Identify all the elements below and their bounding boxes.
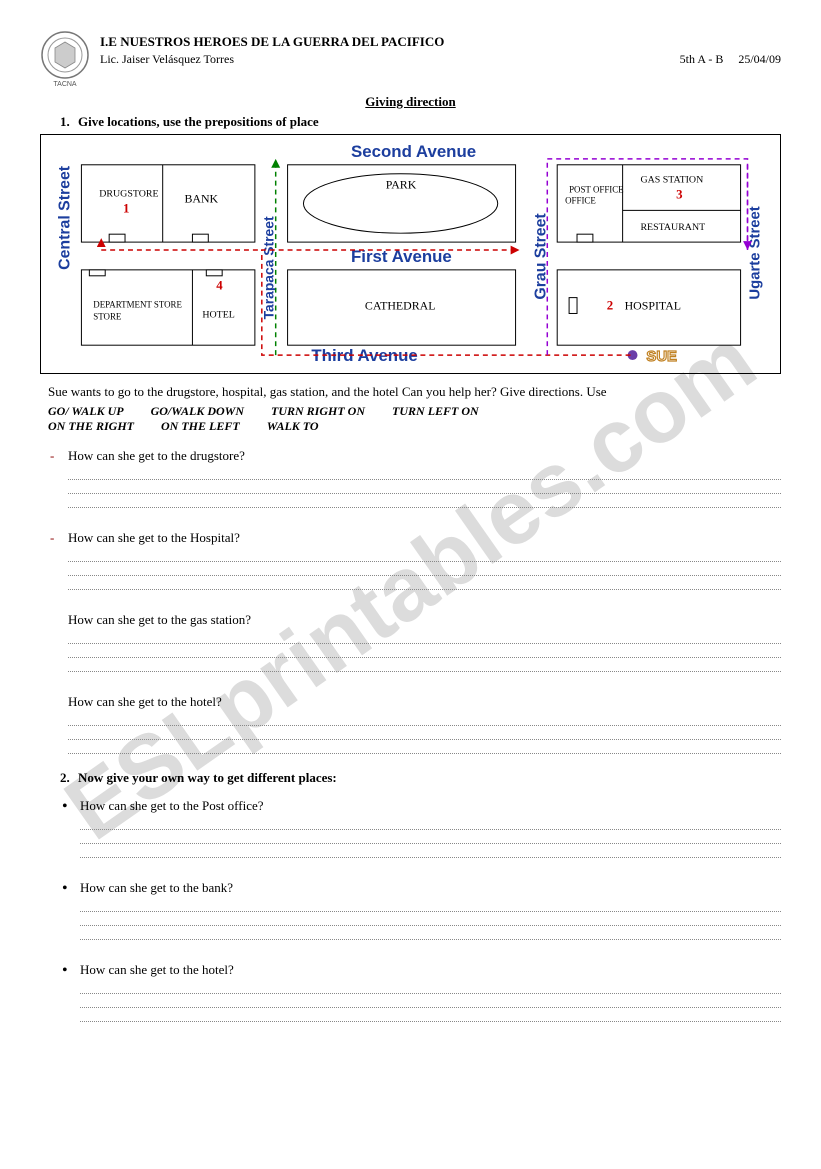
second-avenue-label: Second Avenue [351, 142, 476, 161]
q1-hotel: How can she get to the hotel? [68, 694, 781, 754]
svg-text:HOTEL: HOTEL [202, 309, 234, 320]
svg-text:DEPARTMENT STORE: DEPARTMENT STORE [93, 300, 182, 310]
svg-text:BANK: BANK [185, 191, 219, 205]
svg-text:STORE: STORE [93, 311, 121, 321]
phrases: GO/ WALK UP GO/WALK DOWN TURN RIGHT ON T… [48, 404, 773, 434]
map: Second Avenue First Avenue Third Avenue … [40, 134, 781, 374]
svg-text:1: 1 [123, 201, 129, 215]
svg-text:HOSPITAL: HOSPITAL [625, 299, 681, 313]
svg-text:TACNA: TACNA [53, 81, 77, 88]
class-label: 5th A - B [680, 52, 724, 66]
svg-text:RESTAURANT: RESTAURANT [640, 222, 705, 233]
sue-label: SUE [646, 349, 677, 365]
q2-postoffice: How can she get to the Post office? [80, 798, 781, 858]
svg-text:2: 2 [607, 299, 613, 313]
date-label: 25/04/09 [738, 52, 781, 66]
svg-text:GAS STATION: GAS STATION [640, 175, 703, 186]
q2-hotel: How can she get to the hotel? [80, 962, 781, 1022]
map-svg: Second Avenue First Avenue Third Avenue … [51, 141, 770, 367]
q1-gasstation: How can she get to the gas station? [68, 612, 781, 672]
q1-hospital: - How can she get to the Hospital? [68, 530, 781, 590]
instructions: Sue wants to go to the drugstore, hospit… [48, 384, 773, 400]
svg-text:POST OFFICE: POST OFFICE [569, 185, 624, 195]
svg-text:PARK: PARK [386, 178, 417, 192]
school-logo: TACNA [40, 30, 90, 90]
svg-text:CATHEDRAL: CATHEDRAL [365, 299, 436, 313]
central-street-label: Central Street [57, 165, 74, 270]
school-name: I.E NUESTROS HEROES DE LA GUERRA DEL PAC… [100, 34, 781, 50]
task1-line: 1.Give locations, use the prepositions o… [60, 114, 781, 130]
ugarte-street-label: Ugarte Street [747, 206, 763, 299]
svg-text:3: 3 [676, 187, 682, 201]
third-avenue-label: Third Avenue [311, 346, 417, 365]
tarapaca-street-label: Tarapaca Street [261, 216, 277, 319]
svg-text:4: 4 [216, 279, 223, 293]
worksheet-title: Giving direction [40, 94, 781, 110]
svg-text:DRUGSTORE: DRUGSTORE [99, 189, 158, 200]
q1-drugstore: - How can she get to the drugstore? [68, 448, 781, 508]
svg-text:OFFICE: OFFICE [565, 195, 596, 205]
q2-bank: How can she get to the bank? [80, 880, 781, 940]
teacher-name: Lic. Jaiser Velásquez Torres [100, 52, 234, 67]
first-avenue-label: First Avenue [351, 247, 452, 266]
header: TACNA I.E NUESTROS HEROES DE LA GUERRA D… [40, 30, 781, 90]
task2-line: 2.Now give your own way to get different… [60, 770, 781, 786]
